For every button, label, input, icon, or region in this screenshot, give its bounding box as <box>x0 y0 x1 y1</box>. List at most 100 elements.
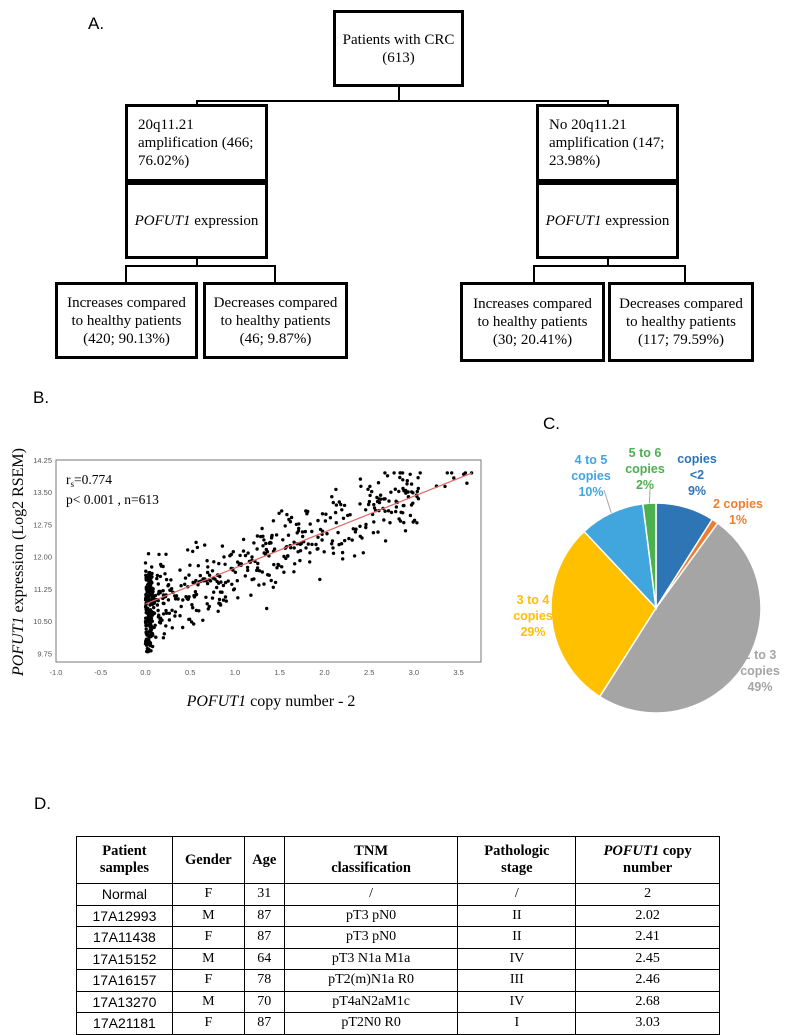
scatter-point <box>147 638 151 643</box>
scatter-point <box>368 484 372 489</box>
scatter-point <box>144 639 148 643</box>
scatter-point <box>157 552 161 557</box>
scatter-point <box>193 590 198 594</box>
scatter-plot-frame <box>55 459 482 663</box>
scatter-point <box>190 603 194 607</box>
table-cell: I <box>457 1012 577 1035</box>
table-cell: Normal <box>76 883 173 906</box>
x-tick-label: 2.5 <box>364 668 374 677</box>
amplification-box: 20q11.21 amplification (466; 76.02%) <box>125 104 268 182</box>
table-cell: 70 <box>243 990 285 1013</box>
scatter-point <box>207 573 212 577</box>
scatter-point <box>409 482 414 486</box>
table-cell: M <box>171 990 245 1013</box>
y-tick-label: 10.50 <box>33 617 52 626</box>
pie-slice-label: 2 to 3 copies 49% <box>740 648 780 694</box>
right-expression-gene: POFUT1 <box>545 212 602 229</box>
scatter-point <box>376 481 381 485</box>
annotation-p-n: p< 0.001 , n=613 <box>66 492 159 507</box>
scatter-point <box>249 593 253 597</box>
y-tick-label: 12.00 <box>33 553 52 562</box>
scatter-point <box>260 526 264 531</box>
scatter-point <box>163 572 167 576</box>
table-row: 17A11438 F 87 pT3 pN0 II 2.41 <box>76 926 720 949</box>
scatter-point <box>316 547 320 551</box>
scatter-point <box>173 610 178 614</box>
scatter-point <box>378 493 383 497</box>
left-inc-line1: Increases compared <box>67 294 186 311</box>
scatter-point <box>144 627 148 631</box>
scatter-point <box>151 633 155 637</box>
scatter-point <box>416 497 421 501</box>
scatter-point <box>292 540 296 544</box>
scatter-point <box>411 501 415 505</box>
scatter-point <box>246 551 250 555</box>
scatter-point <box>283 524 287 528</box>
left-expression-box: POFUT1 expression <box>125 182 268 259</box>
scatter-point <box>353 530 358 534</box>
scatter-point <box>292 546 296 550</box>
scatter-point <box>150 565 154 569</box>
scatter-point <box>366 487 370 491</box>
scatter-point <box>246 568 250 573</box>
pie-label-line: 10% <box>578 485 603 499</box>
scatter-point <box>204 595 208 599</box>
amp-line1: 20q11.21 <box>138 117 194 133</box>
right-dec-line3: (117; 79.59%) <box>637 332 725 348</box>
connector-left-dec-down <box>274 265 276 283</box>
scatter-point <box>170 608 174 612</box>
scatter-point <box>147 571 151 575</box>
scatter-point <box>221 598 226 602</box>
scatter-point <box>252 577 256 581</box>
scatter-point <box>164 611 169 615</box>
scatter-point <box>220 544 225 548</box>
scatter-point <box>243 574 247 578</box>
header-line: POFUT1 copy <box>603 843 692 859</box>
scatter-point <box>216 609 220 613</box>
connector-right-dec-down <box>684 265 686 283</box>
scatter-point <box>144 592 148 597</box>
scatter-point <box>151 610 155 615</box>
y-tick-label: 13.50 <box>33 488 52 497</box>
table-cell: / <box>283 883 459 906</box>
scatter-point <box>145 577 150 581</box>
scatter-point <box>272 562 276 567</box>
scatter-point <box>280 509 284 513</box>
scatter-point <box>257 583 261 587</box>
scatter-point <box>144 621 148 625</box>
scatter-point <box>405 479 409 483</box>
scatter-point <box>306 542 310 546</box>
scatter-point <box>164 577 169 582</box>
table-cell: F <box>171 926 245 949</box>
scatter-point <box>155 576 159 581</box>
table-cell: 2.02 <box>575 904 720 927</box>
pie-label-line: 2 copies <box>713 497 763 511</box>
table-cell: F <box>171 1012 245 1035</box>
right-inc-line3: (30; 20.41%) <box>492 332 573 348</box>
scatter-point <box>358 502 362 506</box>
x-label-gene: POFUT1 <box>186 693 247 710</box>
scatter-point <box>392 471 396 475</box>
scatter-point <box>150 644 155 649</box>
scatter-point <box>155 603 160 607</box>
scatter-point <box>144 604 148 608</box>
scatter-point <box>364 525 368 530</box>
table-cell: 87 <box>243 904 285 927</box>
scatter-point <box>328 516 333 520</box>
scatter-point <box>324 512 328 516</box>
scatter-point <box>401 511 405 515</box>
scatter-point <box>318 577 322 582</box>
pie-label-line: copies <box>677 452 717 466</box>
scatter-point <box>334 503 339 507</box>
x-tick-label: 2.0 <box>319 668 329 677</box>
header-line: number <box>623 860 673 876</box>
pie-label-line: copies <box>740 664 780 678</box>
x-tick-label: -1.0 <box>50 668 63 677</box>
no-amplification-box: No 20q11.21 amplification (147; 23.98%) <box>536 104 679 182</box>
scatter-point <box>245 565 250 570</box>
scatter-point <box>416 476 420 480</box>
scatter-point <box>153 593 158 598</box>
pie-label-line: 3 to 4 <box>517 593 550 607</box>
scatter-point <box>186 597 190 601</box>
pie-slice-label: copies <2 9% <box>677 452 717 498</box>
